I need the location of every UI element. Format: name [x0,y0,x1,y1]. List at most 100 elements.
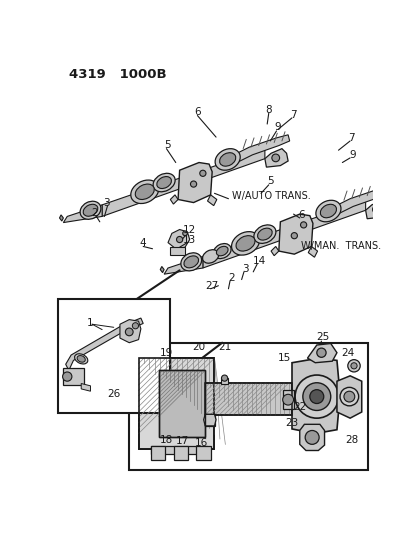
Circle shape [300,222,306,228]
Circle shape [343,391,354,402]
Circle shape [271,154,279,161]
Text: 26: 26 [107,389,120,399]
Circle shape [190,181,196,187]
Ellipse shape [231,232,259,255]
Ellipse shape [153,173,175,192]
Circle shape [347,360,359,372]
Polygon shape [299,424,324,450]
Circle shape [132,322,138,329]
Text: 7: 7 [290,110,296,120]
Ellipse shape [320,204,336,218]
Polygon shape [307,343,336,363]
Circle shape [304,431,318,445]
Polygon shape [336,376,361,418]
Bar [151,446,164,460]
Ellipse shape [157,176,171,189]
Circle shape [182,231,187,236]
Text: 6: 6 [194,107,200,117]
Text: 19: 19 [159,348,173,358]
Circle shape [294,375,338,418]
Circle shape [290,232,297,239]
Text: 3: 3 [242,264,248,274]
Bar [158,370,205,437]
Text: 5: 5 [266,176,273,186]
Circle shape [350,363,356,369]
Circle shape [339,387,358,406]
Circle shape [176,237,182,243]
Polygon shape [264,149,287,167]
Polygon shape [233,135,289,163]
Text: 1: 1 [87,318,94,328]
Text: 16: 16 [194,438,207,448]
Bar [220,378,228,384]
Text: 24: 24 [340,348,354,358]
Text: 2: 2 [91,207,97,217]
Circle shape [62,372,72,381]
Text: 4319   1000B: 4319 1000B [69,68,166,81]
Text: 6: 6 [297,210,304,220]
Ellipse shape [131,180,158,204]
Polygon shape [170,195,178,204]
Bar [58,299,170,413]
Bar [205,414,214,426]
Polygon shape [63,205,102,223]
Ellipse shape [202,250,218,263]
Ellipse shape [74,354,88,364]
Circle shape [199,170,206,176]
Bar [169,247,185,255]
Ellipse shape [135,184,154,199]
Bar [138,358,214,449]
Text: 9: 9 [348,150,355,160]
Bar [151,446,206,454]
Text: 20: 20 [192,342,205,352]
Bar [138,358,214,449]
Circle shape [282,394,293,405]
Polygon shape [102,149,264,216]
Polygon shape [202,200,365,268]
Polygon shape [291,358,339,433]
Ellipse shape [219,152,235,166]
Polygon shape [120,320,140,343]
Text: 7: 7 [347,133,354,143]
Ellipse shape [77,356,85,362]
Polygon shape [164,256,202,274]
Polygon shape [203,414,216,426]
Polygon shape [66,318,143,370]
Text: 2: 2 [228,273,234,283]
Polygon shape [178,163,212,203]
Bar [174,446,188,460]
Polygon shape [207,195,216,206]
Text: 3: 3 [102,198,109,207]
Circle shape [372,206,380,213]
Text: 21: 21 [218,342,231,352]
Polygon shape [278,214,312,254]
Ellipse shape [235,236,254,251]
Ellipse shape [216,246,228,256]
Polygon shape [168,230,189,249]
Ellipse shape [257,228,271,240]
Ellipse shape [83,204,97,216]
Text: 12: 12 [183,225,196,235]
Ellipse shape [180,253,201,271]
Bar [158,370,205,437]
Polygon shape [365,200,388,219]
Polygon shape [59,215,63,221]
Text: 8: 8 [265,105,271,115]
Ellipse shape [80,201,101,219]
Text: 4: 4 [139,238,145,248]
Text: 23: 23 [285,418,298,428]
Bar [282,391,293,409]
Text: 17: 17 [175,436,188,446]
Text: W/AUTO TRANS.: W/AUTO TRANS. [231,191,310,201]
Bar [205,383,291,415]
Text: W/MAN.  TRANS.: W/MAN. TRANS. [301,241,380,252]
Bar [205,383,291,415]
Circle shape [316,348,325,357]
Text: 22: 22 [292,402,306,413]
Text: 18: 18 [159,435,173,445]
Circle shape [309,390,323,403]
Text: 14: 14 [252,256,266,266]
Text: 27: 27 [205,281,218,290]
Polygon shape [271,246,278,256]
Text: 5: 5 [164,140,171,150]
